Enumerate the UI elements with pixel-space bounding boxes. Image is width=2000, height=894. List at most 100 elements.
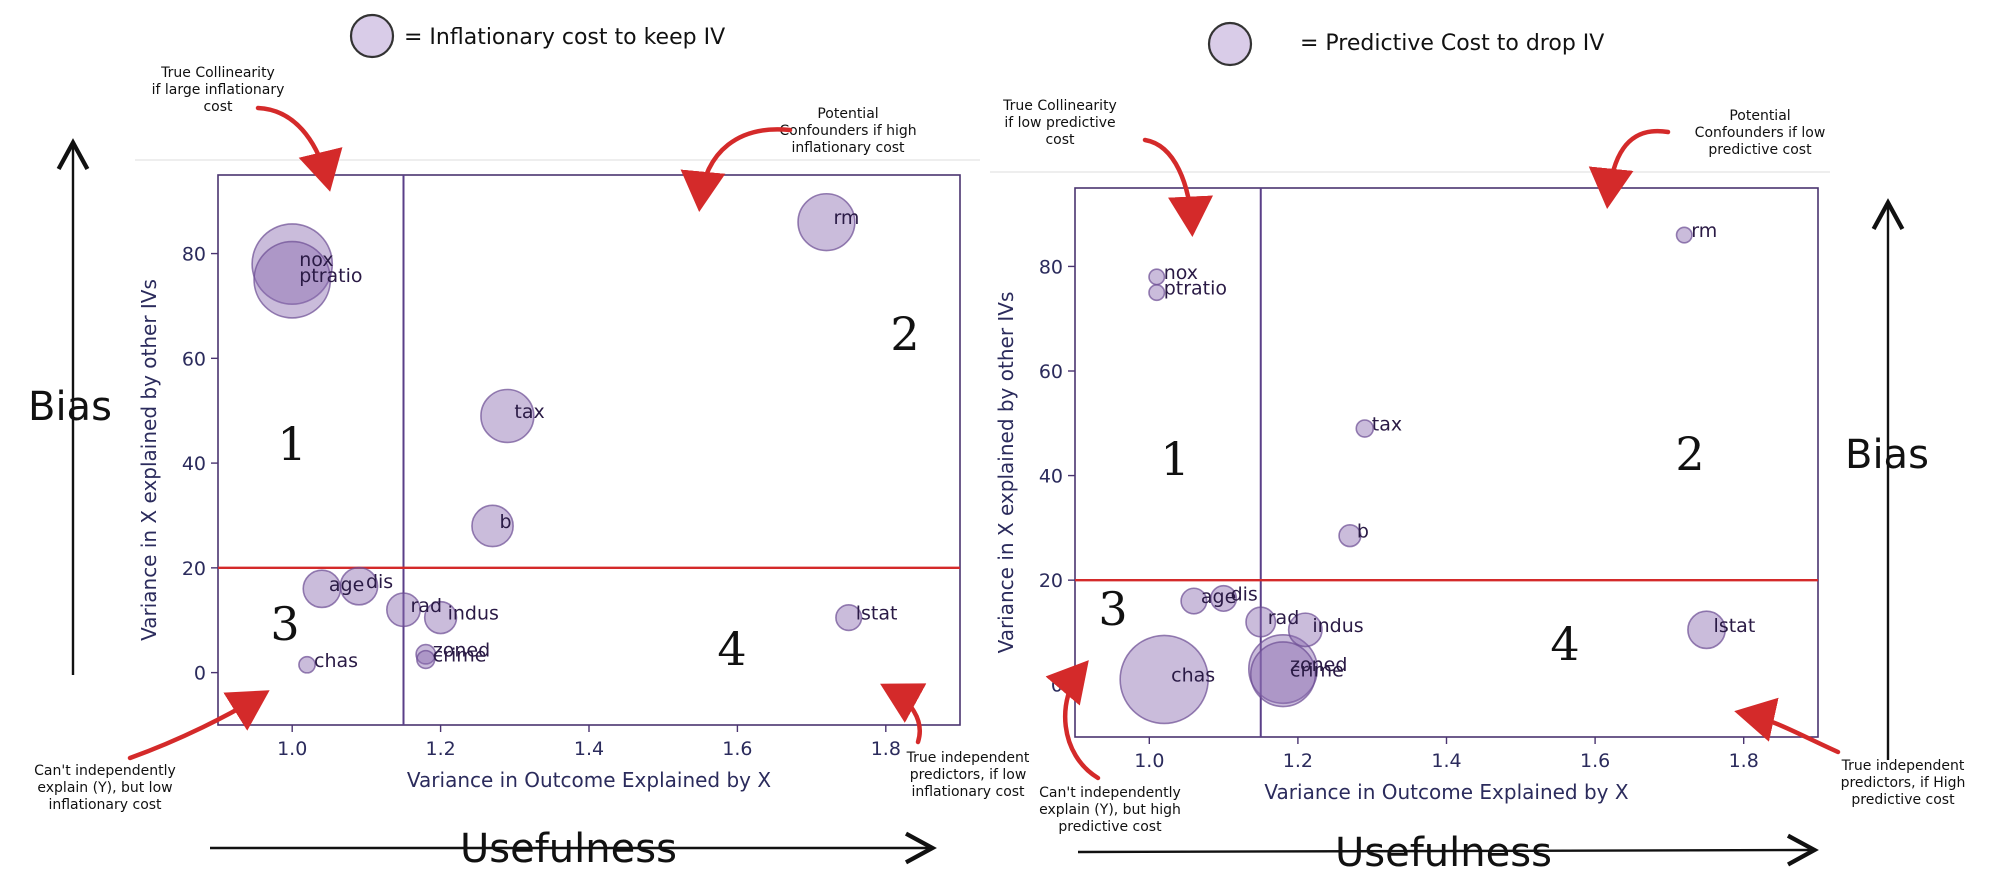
annotation-arrow [1142, 137, 1214, 237]
point-label-age: age [1201, 586, 1236, 608]
annotation-note: Can't independently explain (Y), but high… [1039, 785, 1181, 835]
annotation-line: Potential [1729, 108, 1790, 124]
x-tick-label: 1.2 [1283, 750, 1313, 772]
bubble-crime [1249, 641, 1317, 708]
bubble-lstat [1687, 610, 1727, 650]
annotation-note: True Collinearity if low predictive cost [1002, 98, 1117, 148]
point-label-b: b [500, 511, 512, 533]
usefulness-label: Usefulness [1335, 830, 1552, 876]
y-tick-label: 80 [1039, 256, 1063, 278]
annotation-note: Can't independently explain (Y), but low i… [34, 763, 176, 813]
x-tick-label: 1.8 [871, 738, 901, 760]
y-tick-label: 20 [182, 558, 206, 580]
point-label-lstat: lstat [1714, 615, 1756, 637]
bubble-rm [1675, 226, 1693, 244]
point-label-chas: chas [314, 650, 358, 672]
bubble-lstat [835, 604, 863, 632]
bubble-rad [385, 592, 421, 628]
bias-label: Bias [28, 384, 112, 430]
point-label-ptratio: ptratio [1164, 278, 1227, 300]
quadrant-number-2: 2 [890, 307, 919, 361]
bubble-ptratio [253, 240, 332, 319]
x-tick-label: 1.6 [722, 738, 752, 760]
point-label-crime: crime [1290, 659, 1344, 681]
y-tick-label: 40 [1039, 466, 1063, 488]
annotation-note: Potential Confounders if high inflationary… [779, 106, 916, 156]
bias-label: Bias [1845, 432, 1929, 478]
annotation-line: if large inflationary [152, 82, 285, 98]
bubble-ptratio [1148, 284, 1166, 302]
annotation-arrow [1588, 128, 1671, 209]
annotation-arrow [880, 683, 927, 745]
bubble-dis [339, 566, 379, 606]
point-label-zoned: zoned [1290, 654, 1347, 676]
bubble-nox [1148, 268, 1166, 286]
annotation-line: Confounders if low [1695, 125, 1826, 141]
point-label-b: b [1357, 521, 1369, 543]
point-label-crime: crime [433, 645, 487, 667]
y-tick-label: 60 [182, 348, 206, 370]
x-axis-label: Variance in Outcome Explained by X [407, 768, 771, 792]
annotation-line: inflationary cost [791, 140, 905, 156]
annotation-line: True Collinearity [160, 65, 275, 81]
annotation-line: True Collinearity [1002, 98, 1117, 114]
bubble-indus [423, 600, 458, 635]
bubble-zoned [415, 643, 437, 665]
bubble-indus [1287, 612, 1323, 648]
legend-text: = Predictive Cost to drop IV [1300, 31, 1604, 56]
annotation-line: explain (Y), but low [37, 780, 172, 796]
annotation-arrow [1734, 697, 1841, 755]
point-label-dis: dis [366, 571, 393, 593]
annotation-note: True independent predictors, if low inflat… [906, 750, 1030, 800]
x-tick-label: 1.4 [574, 738, 604, 760]
x-tick-label: 1.6 [1580, 750, 1610, 772]
annotation-arrow [680, 127, 793, 212]
x-tick-label: 1.0 [1134, 750, 1164, 772]
annotation-note: Potential Confounders if low predictive co… [1695, 108, 1826, 158]
annotation-line: explain (Y), but high [1039, 802, 1181, 818]
annotation-arrow [255, 105, 343, 192]
legend-bubble-icon [1207, 21, 1253, 67]
y-axis-label: Variance in X explained by other IVs [994, 292, 1018, 654]
x-axis-label: Variance in Outcome Explained by X [1264, 780, 1628, 804]
quadrant-number-4: 4 [1550, 617, 1579, 671]
annotation-line: predictors, if low [910, 767, 1027, 783]
point-label-nox: nox [299, 249, 333, 271]
annotation-line: Can't independently [34, 763, 176, 779]
chart-panel-left: 1.0 1.2 1.4 1.6 1.8 0 20 40 60 80 Variance in Outc… [28, 13, 1030, 872]
point-label-rm: rm [1691, 220, 1717, 242]
point-label-dis: dis [1231, 583, 1258, 605]
annotation-line: predictive cost [1708, 142, 1812, 158]
point-label-indus: indus [448, 603, 499, 625]
bubble-rad [1245, 606, 1277, 638]
point-label-indus: indus [1312, 615, 1363, 637]
bubble-tax [480, 388, 535, 444]
quadrant-number-1: 1 [1160, 432, 1189, 486]
bubble-zoned [1247, 633, 1319, 705]
annotation-line: predictors, if High [1841, 775, 1966, 791]
chart-panel-right: 1.0 1.2 1.4 1.6 1.8 0 20 40 60 80 Variance in Outc… [990, 21, 1966, 876]
quadrant-number-3: 3 [270, 597, 299, 651]
annotation-line: predictive cost [1058, 819, 1162, 835]
bubble-tax [1355, 419, 1375, 438]
point-label-tax: tax [514, 401, 544, 423]
annotation-line: Potential [817, 106, 878, 122]
annotation-note: True Collinearity if large inflationary co… [152, 65, 285, 115]
quadrant-number-3: 3 [1098, 582, 1127, 636]
annotation-line: cost [203, 99, 233, 115]
point-label-lstat: lstat [856, 603, 898, 625]
annotation-line: inflationary cost [48, 797, 162, 813]
point-label-zoned: zoned [433, 639, 490, 661]
point-label-age: age [329, 574, 364, 596]
y-tick-label: 0 [194, 663, 206, 685]
quadrant-number-1: 1 [277, 417, 306, 471]
bubble-chas [1119, 634, 1209, 725]
annotation-line: if low predictive [1004, 115, 1115, 131]
point-label-rm: rm [833, 207, 859, 229]
annotation-line: cost [1045, 132, 1075, 148]
x-tick-label: 1.2 [425, 738, 455, 760]
point-label-rad: rad [1268, 607, 1300, 629]
x-tick-label: 1.0 [277, 738, 307, 760]
point-label-tax: tax [1372, 414, 1402, 436]
